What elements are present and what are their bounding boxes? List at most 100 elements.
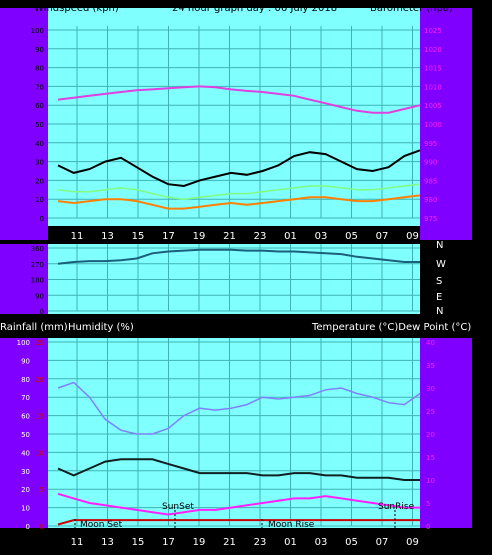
- wind-y-tick-label: 0: [40, 215, 44, 223]
- rainfall-y-tick-label: 10: [35, 449, 44, 457]
- direction-y-tick-label: 0: [40, 308, 44, 316]
- chart-title: 24 hour graph day : 06 July 2018: [172, 3, 337, 14]
- humidity-y-tick-label: 50: [21, 431, 30, 439]
- barometer-y-tick-label: 990: [424, 159, 437, 167]
- wind-y-tick-label: 20: [35, 177, 44, 185]
- barometer-line: [57, 85, 421, 114]
- direction-label-e: E: [436, 292, 442, 303]
- data-series: [57, 85, 421, 526]
- left-panel-direction: [0, 244, 48, 314]
- humidity-y-tick-label: 20: [21, 486, 30, 494]
- temp-x-tick-label: 01: [284, 537, 297, 548]
- temp-x-tick-label: 17: [162, 537, 175, 548]
- barometer-y-tick-label: 1000: [424, 121, 442, 129]
- rainfall-y-tick-label: 15: [35, 413, 44, 421]
- rainfall-y-tick-label: 25: [35, 339, 44, 347]
- sunset-label: SunSet: [162, 502, 194, 512]
- humidity-y-tick-label: 0: [26, 523, 30, 531]
- barometer-y-tick-label: 995: [424, 140, 437, 148]
- wind-y-tick-label: 100: [31, 27, 44, 35]
- wind-x-tick-label: 23: [254, 231, 267, 242]
- barometer-y-tick-label: 980: [424, 196, 437, 204]
- wind-x-tick-label: 15: [132, 231, 145, 242]
- rainfall-y-tick-label: 20: [35, 376, 44, 384]
- wind-x-tick-label: 05: [345, 231, 358, 242]
- barometer-y-tick-label: 975: [424, 215, 437, 223]
- temperature-y-tick-label: 5: [426, 500, 430, 508]
- rainfall-axis-title: Rainfall (mm): [0, 322, 68, 333]
- barometer-y-tick-label: 985: [424, 177, 437, 185]
- wind-y-tick-label: 10: [35, 196, 44, 204]
- wind-y-tick-label: 50: [35, 121, 44, 129]
- temperature-y-tick-label: 10: [426, 477, 435, 485]
- sunrise-label: SunRise: [378, 502, 415, 512]
- direction-label-n-top: N: [436, 240, 443, 251]
- temp-x-tick-label: 23: [254, 537, 267, 548]
- wind-gust-line: [57, 149, 421, 188]
- rainfall-y-tick-label: 0: [40, 523, 44, 531]
- temp-x-tick-label: 05: [345, 537, 358, 548]
- left-panel-top: [0, 8, 48, 240]
- wind-y-tick-label: 90: [35, 46, 44, 54]
- wind-x-tick-label: 07: [376, 231, 389, 242]
- temperature-y-tick-label: 30: [426, 385, 435, 393]
- wind-x-tick-label: 13: [101, 231, 114, 242]
- wind-x-tick-label: 19: [193, 231, 206, 242]
- humidity-y-tick-label: 100: [17, 339, 30, 347]
- temperature-axis-title: Temperature (°C)Dew Point (°C): [311, 322, 471, 333]
- temperature-y-tick-label: 25: [426, 408, 435, 416]
- wind-x-tick-label: 03: [315, 231, 328, 242]
- moonset-label: Moon Set: [80, 520, 123, 530]
- temperature-y-tick-label: 0: [426, 523, 430, 531]
- axis-tick-labels: 0102030405060708090100975980985990995100…: [17, 27, 442, 548]
- barometer-y-tick-label: 1025: [424, 27, 442, 35]
- right-panel-top: [420, 8, 472, 240]
- temp-x-tick-label: 13: [101, 537, 114, 548]
- moonrise-label: Moon Rise: [268, 520, 315, 530]
- grid-lines: [48, 26, 420, 527]
- barometer-y-tick-label: 1015: [424, 65, 442, 73]
- temperature-y-tick-label: 40: [426, 339, 435, 347]
- temperature-y-tick-label: 35: [426, 362, 435, 370]
- wind-y-tick-label: 30: [35, 159, 44, 167]
- wind-x-tick-label: 09: [406, 231, 419, 242]
- wind-y-tick-label: 40: [35, 140, 44, 148]
- direction-y-tick-label: 90: [35, 292, 44, 300]
- temp-x-tick-label: 15: [132, 537, 145, 548]
- wind-y-tick-label: 80: [35, 65, 44, 73]
- rainfall-y-tick-label: 5: [40, 486, 44, 494]
- humidity-axis-title: Humidity (%): [68, 322, 134, 333]
- temp-x-tick-label: 03: [315, 537, 328, 548]
- humidity-line: [57, 381, 421, 435]
- temp-x-tick-label: 09: [406, 537, 419, 548]
- wind-x-tick-label: 01: [284, 231, 297, 242]
- temp-plot-area: [48, 338, 420, 528]
- wind-x-tick-label: 21: [223, 231, 236, 242]
- temperature-line: [57, 458, 420, 481]
- wind-x-tick-label: 11: [71, 231, 84, 242]
- temp-x-tick-label: 11: [71, 537, 84, 548]
- direction-y-tick-label: 360: [31, 245, 44, 253]
- barometer-axis-title: Barometer (hpa): [370, 3, 453, 14]
- humidity-y-tick-label: 60: [21, 413, 30, 421]
- right-panel-bottom: [420, 338, 472, 528]
- temperature-y-tick-label: 15: [426, 454, 435, 462]
- humidity-y-tick-label: 30: [21, 468, 30, 476]
- humidity-y-tick-label: 80: [21, 376, 30, 384]
- barometer-y-tick-label: 1005: [424, 102, 442, 110]
- wind-y-tick-label: 70: [35, 83, 44, 91]
- rainfall-line: [57, 519, 420, 526]
- humidity-y-tick-label: 70: [21, 394, 30, 402]
- direction-y-tick-label: 180: [31, 277, 44, 285]
- left-panel-bottom: [0, 338, 48, 528]
- direction-label-w: W: [436, 259, 446, 270]
- wind-x-tick-label: 17: [162, 231, 175, 242]
- dewpoint-line: [57, 492, 420, 516]
- windspeed-axis-title: Windspeed (kph): [34, 3, 119, 14]
- wind-average-line: [57, 194, 421, 210]
- direction-label-s: S: [436, 276, 442, 287]
- humidity-y-tick-label: 90: [21, 357, 30, 365]
- humidity-y-tick-label: 10: [21, 505, 30, 513]
- wind-direction-line: [57, 248, 420, 265]
